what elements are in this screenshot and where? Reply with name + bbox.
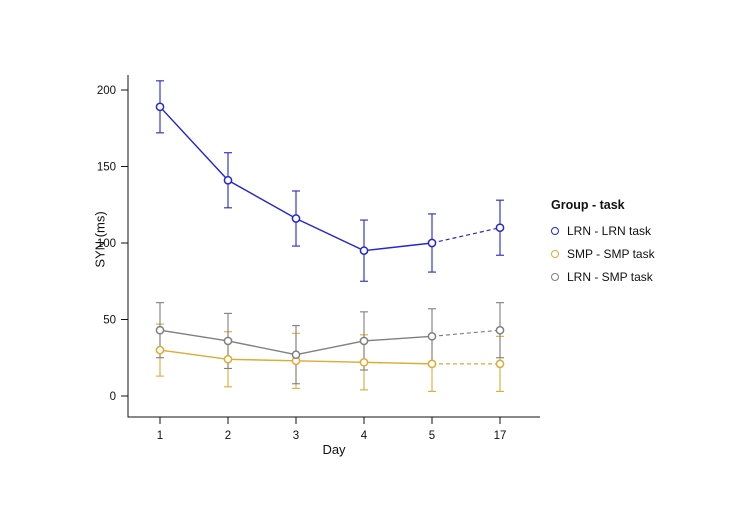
y-axis-label: SYN (ms) bbox=[92, 211, 108, 268]
svg-text:1: 1 bbox=[157, 430, 163, 442]
legend-label: SMP - SMP task bbox=[567, 247, 655, 261]
legend-item-smp-smp: SMP - SMP task bbox=[551, 247, 655, 261]
legend-label: LRN - SMP task bbox=[567, 270, 653, 284]
legend-marker-icon bbox=[551, 227, 559, 235]
legend-marker-icon bbox=[551, 273, 559, 281]
svg-text:4: 4 bbox=[361, 430, 368, 442]
svg-text:150: 150 bbox=[97, 162, 116, 174]
svg-text:50: 50 bbox=[103, 315, 116, 327]
legend-item-lrn-lrn: LRN - LRN task bbox=[551, 224, 655, 238]
svg-text:100: 100 bbox=[97, 238, 116, 250]
legend-title: Group - task bbox=[551, 198, 625, 212]
x-axis-label: Day bbox=[322, 442, 346, 457]
legend-marker-icon bbox=[551, 250, 559, 258]
svg-text:17: 17 bbox=[494, 430, 507, 442]
svg-text:0: 0 bbox=[110, 391, 116, 403]
legend-label: LRN - LRN task bbox=[567, 224, 652, 238]
svg-text:3: 3 bbox=[293, 430, 299, 442]
svg-text:200: 200 bbox=[97, 85, 116, 97]
legend-item-lrn-smp: LRN - SMP task bbox=[551, 270, 655, 284]
svg-text:5: 5 bbox=[429, 430, 435, 442]
legend: Group - task LRN - LRN task SMP - SMP ta… bbox=[551, 198, 655, 293]
svg-text:2: 2 bbox=[225, 430, 231, 442]
